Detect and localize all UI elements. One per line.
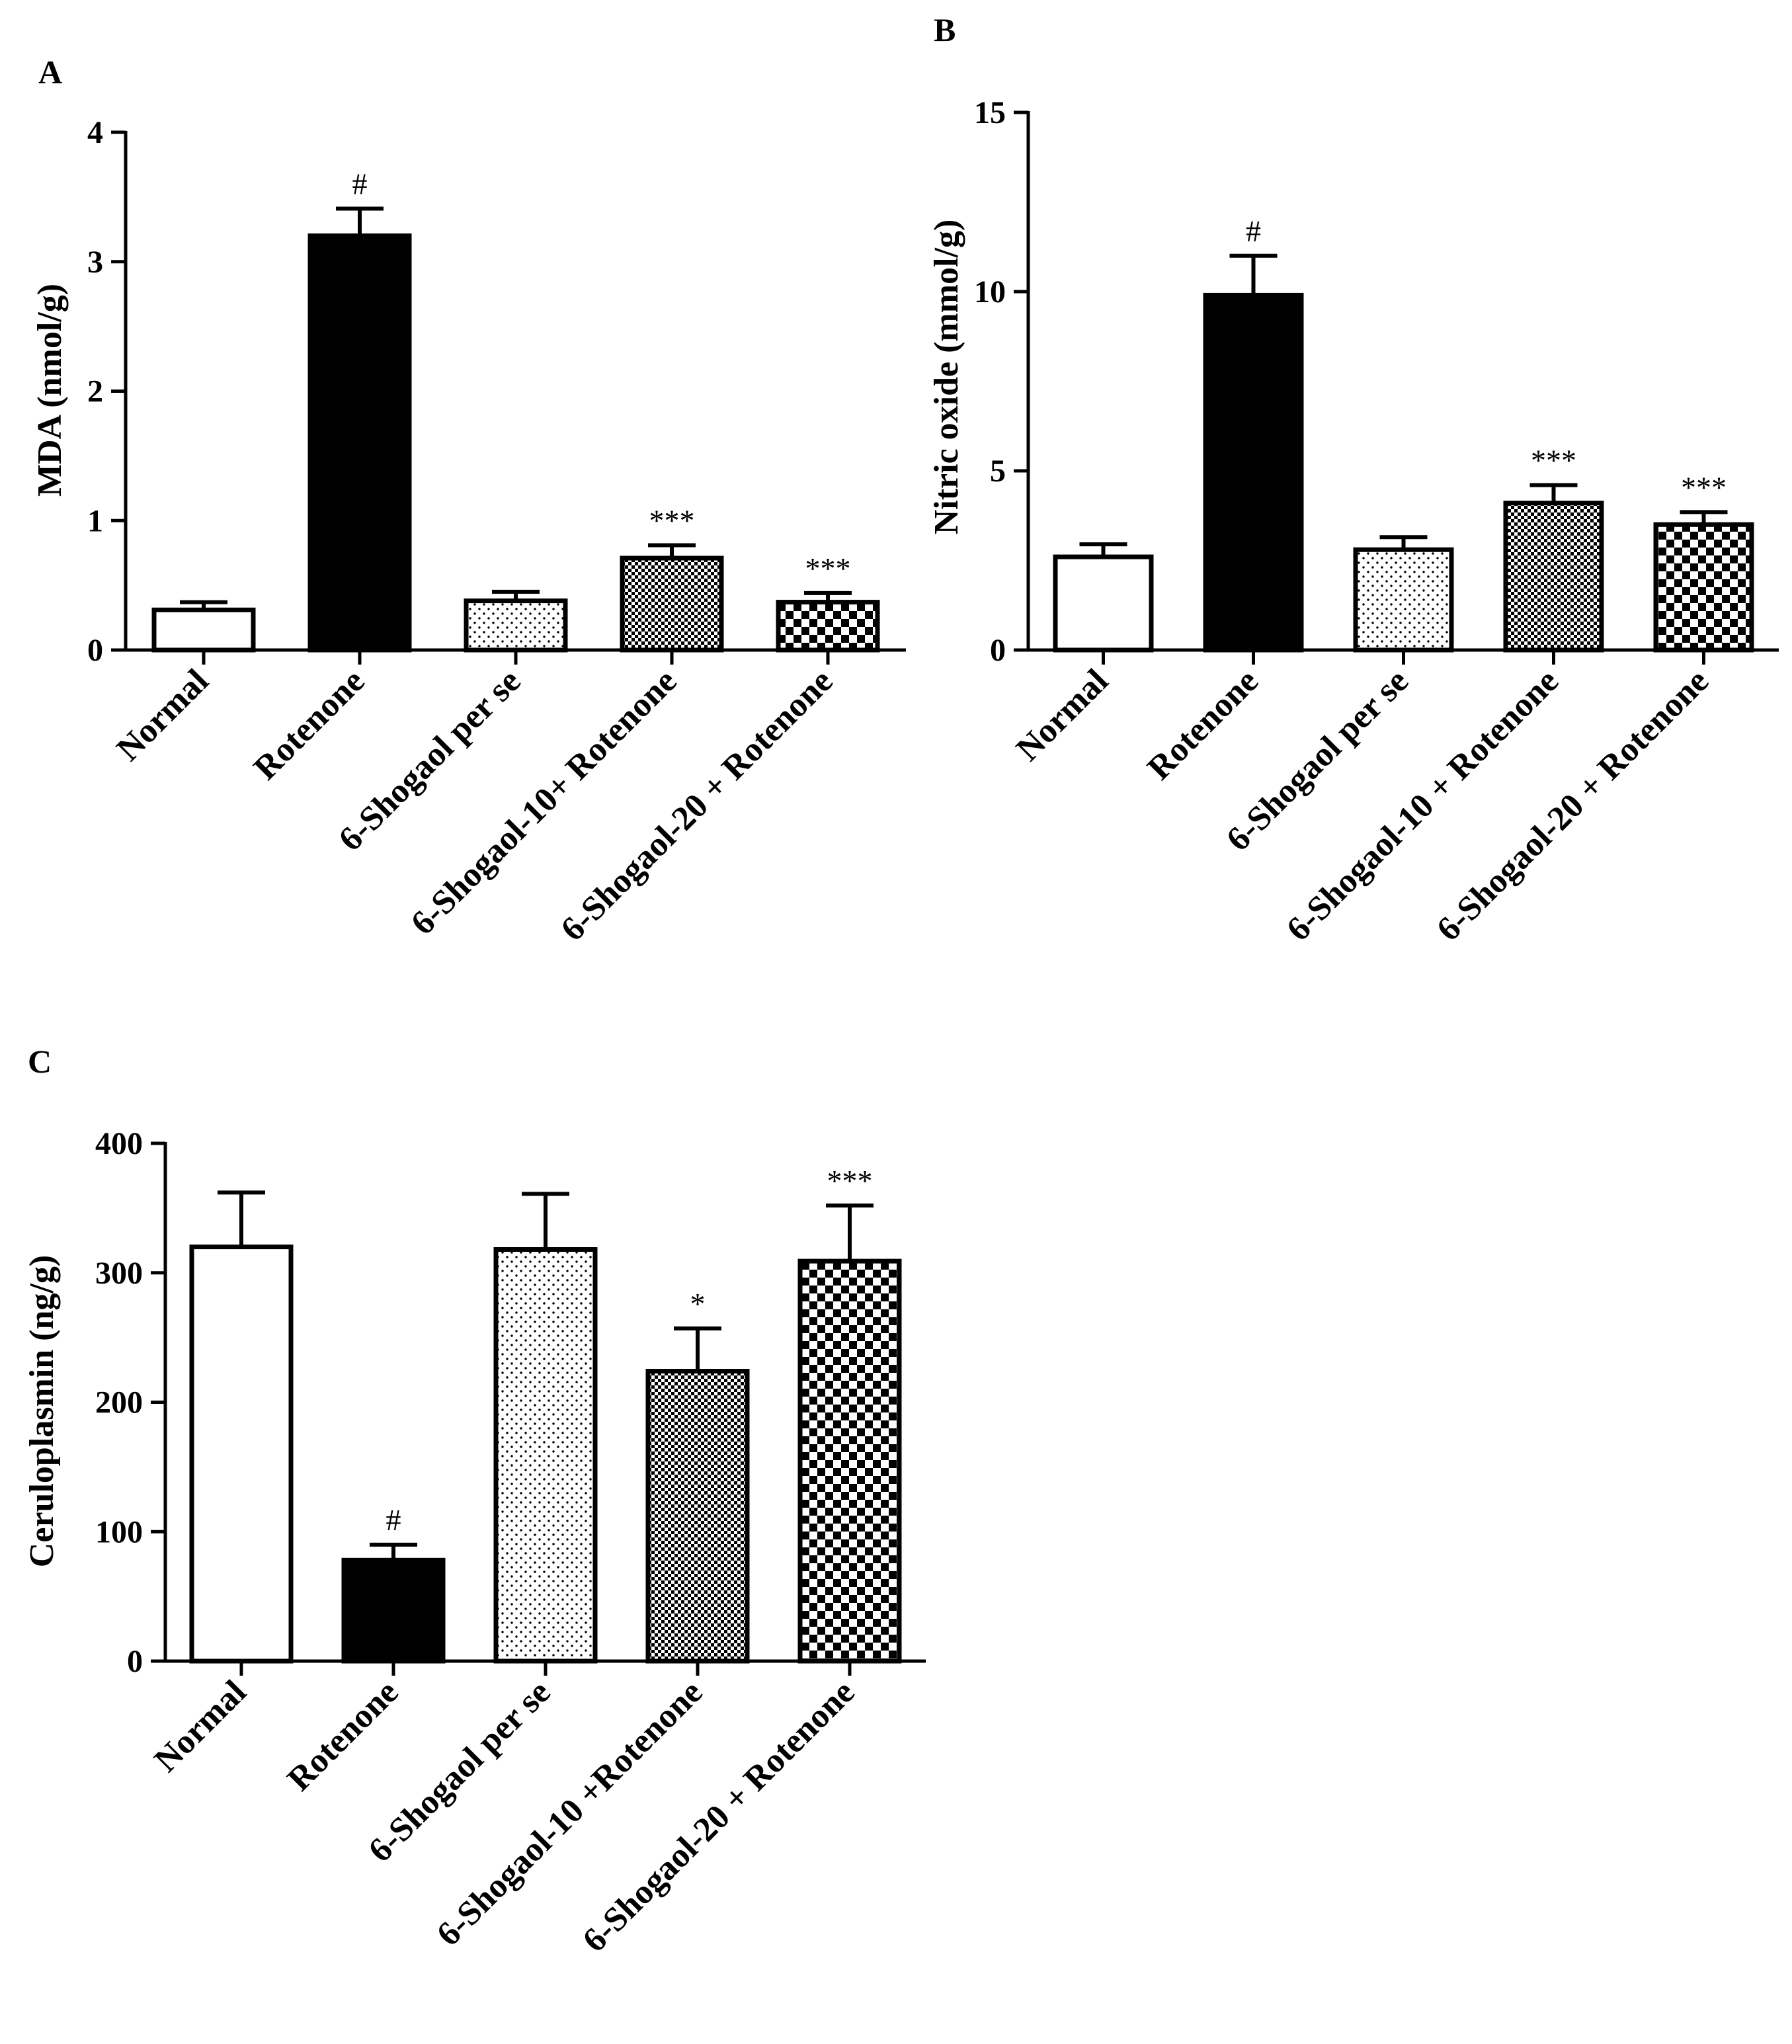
panel-a-y-tick-label: 3 bbox=[87, 245, 103, 280]
panel-b-y-axis-title: Nitric oxide (mmol/g) bbox=[928, 220, 965, 535]
panel-a-bar bbox=[307, 233, 412, 653]
panel-c-y-tick-label: 400 bbox=[95, 1126, 143, 1161]
panel-b-bar bbox=[1203, 292, 1304, 653]
panel-c-significance-label: * bbox=[690, 1287, 706, 1321]
panel-c-letter: C bbox=[28, 1043, 52, 1080]
panel-a-x-tick-label: 6-Shogaol-10+ Rotenone bbox=[404, 662, 684, 942]
panel-a-y-tick-label: 0 bbox=[87, 633, 103, 668]
panel-c-y-tick-label: 300 bbox=[95, 1256, 143, 1291]
panel-c-x-tick-label: Rotenone bbox=[280, 1673, 405, 1798]
panel-a-x-tick-label: Rotenone bbox=[247, 662, 372, 787]
panel-c: C Ceruloplasmin (ng/g) 0 100 200 300 400 Norm… bbox=[23, 1043, 926, 1959]
panel-a-bar bbox=[151, 607, 256, 653]
panel-a-y-axis-title: MDA (nmol/g) bbox=[31, 284, 69, 497]
panel-a-y-tick-label: 1 bbox=[87, 503, 103, 538]
panel-a: A MDA (nmol/g) 0 1 2 3 4 Normal # Rotenone 6-Sho… bbox=[31, 54, 906, 948]
panel-c-significance-label: # bbox=[386, 1503, 401, 1537]
panel-a-bar bbox=[464, 598, 568, 653]
panel-c-x-tick-label: 6-Shogaol-10 +Rotenone bbox=[430, 1673, 710, 1953]
panel-b-bar bbox=[1353, 547, 1454, 653]
panel-b-significance-label: # bbox=[1246, 214, 1261, 248]
panel-b-y-tick-label: 10 bbox=[974, 274, 1006, 309]
panel-c-significance-label: *** bbox=[827, 1164, 873, 1198]
panel-c-y-axis-title: Ceruloplasmin (ng/g) bbox=[23, 1255, 61, 1567]
panel-b-significance-label: *** bbox=[1531, 444, 1576, 477]
panel-b-x-tick-label: 6-Shogaol-10 + Rotenone bbox=[1280, 662, 1566, 948]
panel-a-letter: A bbox=[38, 54, 62, 91]
panel-c-bar bbox=[797, 1258, 902, 1664]
panel-b-bar bbox=[1053, 554, 1154, 653]
panel-c-bar bbox=[341, 1557, 446, 1664]
panel-b-significance-label: *** bbox=[1681, 470, 1727, 504]
panel-c-x-tick-label: 6-Shogaol-20 + Rotenone bbox=[575, 1673, 862, 1959]
panel-a-y-tick-label: 4 bbox=[87, 115, 103, 150]
panel-c-y-tick-label: 200 bbox=[95, 1385, 143, 1420]
panel-a-bar bbox=[776, 600, 880, 653]
panel-a-x-tick-label: 6-Shogaol-20 + Rotenone bbox=[553, 662, 840, 948]
panel-b-bar bbox=[1653, 522, 1754, 653]
panel-b-x-tick-label: Normal bbox=[1009, 662, 1116, 768]
panel-b-y-tick-label: 15 bbox=[974, 95, 1006, 130]
panel-b-letter: B bbox=[934, 11, 956, 48]
panel-a-significance-label: *** bbox=[649, 503, 695, 537]
panel-a-significance-label: # bbox=[352, 167, 368, 200]
panel-a-x-tick-label: Normal bbox=[110, 662, 216, 768]
panel-c-x-tick-label: Normal bbox=[147, 1673, 254, 1779]
panel-c-bar bbox=[189, 1245, 294, 1664]
panel-a-bar bbox=[620, 555, 724, 653]
panel-b: B Nitric oxide (mmol/g) 0 5 10 15 Normal # Rot… bbox=[928, 11, 1779, 948]
panel-c-bar bbox=[493, 1247, 598, 1664]
panel-b-y-tick-label: 0 bbox=[990, 633, 1006, 668]
panel-b-y-tick-label: 5 bbox=[990, 454, 1006, 489]
panel-c-bar bbox=[645, 1369, 750, 1664]
panel-c-y-tick-label: 0 bbox=[127, 1644, 143, 1679]
panel-b-x-tick-label: 6-Shogaol-20 + Rotenone bbox=[1430, 662, 1716, 948]
panel-a-y-tick-label: 2 bbox=[87, 374, 103, 409]
panel-b-x-tick-label: Rotenone bbox=[1141, 662, 1266, 787]
panel-c-y-tick-label: 100 bbox=[95, 1514, 143, 1549]
panel-b-bar bbox=[1503, 501, 1604, 653]
panel-a-significance-label: *** bbox=[805, 552, 851, 585]
